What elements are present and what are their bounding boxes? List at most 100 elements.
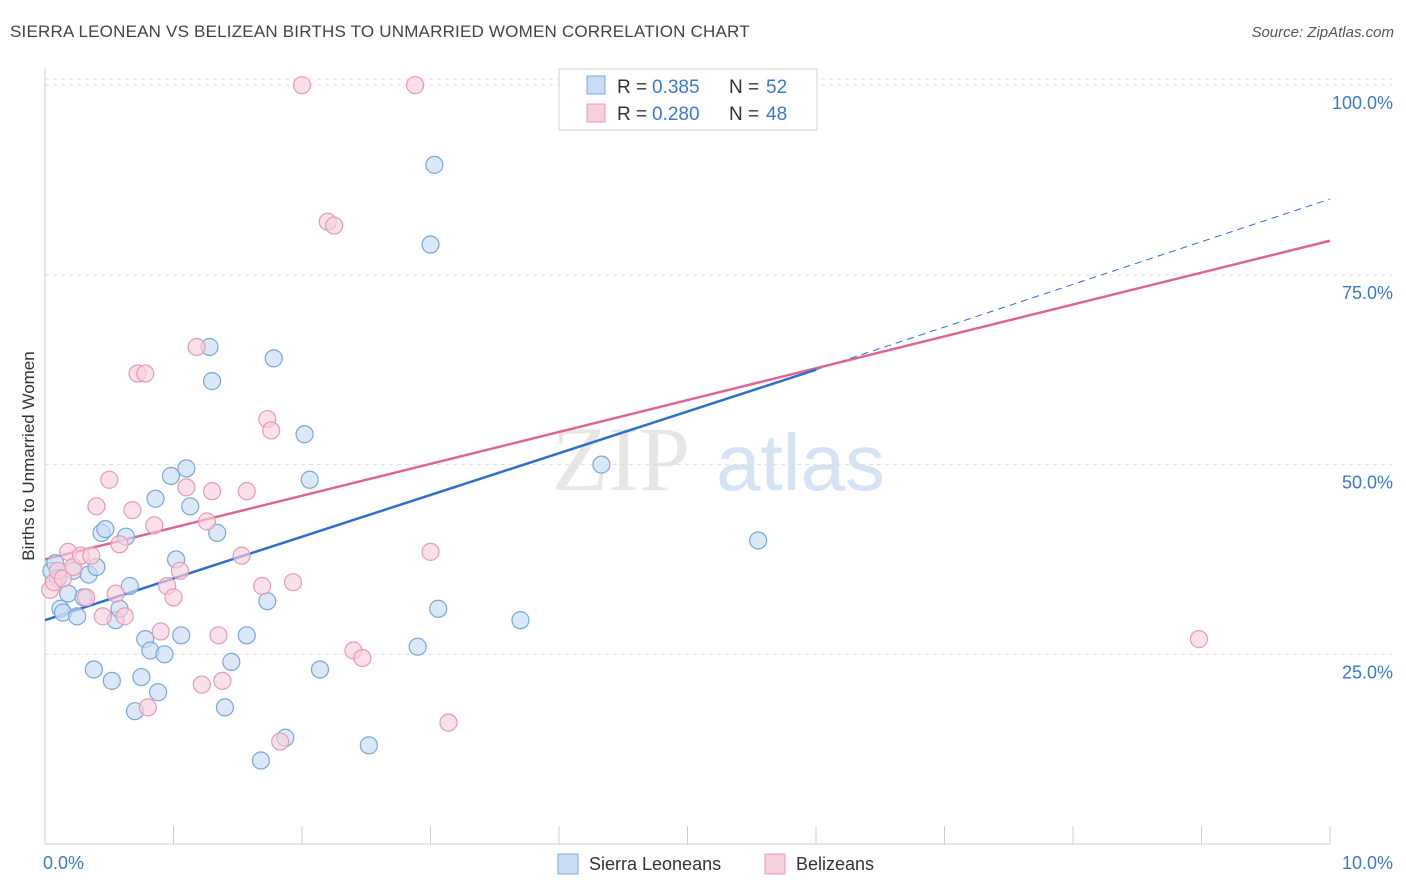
trend-lines [44, 198, 1331, 622]
y-tick-label: 100.0% [1332, 93, 1393, 113]
sierra-leonean-point [300, 470, 319, 489]
belizean-point [100, 470, 119, 489]
y-tick-label: 25.0% [1342, 662, 1393, 682]
y-axis-title: Births to Unmarried Women [19, 351, 38, 560]
axes [44, 68, 1331, 845]
belizean-point [405, 76, 425, 95]
sierra-leonean-point [237, 626, 256, 645]
belizean-point [77, 588, 96, 607]
belizean-point [53, 569, 73, 588]
legend-swatch-pink [586, 103, 606, 123]
chart-source: Source: ZipAtlas.com [1251, 24, 1394, 41]
sierra-leonean-point [359, 736, 378, 755]
sierra-leonean-point [215, 698, 234, 717]
series-legend: Sierra Leoneans Belizeans [557, 853, 874, 875]
belizean-point [283, 573, 303, 592]
belizean-point [439, 713, 458, 732]
watermark-zip: ZIP [552, 408, 690, 510]
belizean-point [421, 542, 440, 561]
legend-n-value-1: 52 [766, 77, 787, 98]
legend-r-value-1: 0.385 [652, 77, 700, 98]
x-tick-label-max: 10.0% [1342, 853, 1393, 873]
sierra-leonean-point [202, 372, 222, 391]
sierra-leonean-point [181, 497, 200, 516]
sierra-leonean-point [148, 683, 168, 702]
sierra-leonean-point [68, 607, 87, 626]
series-legend-label-2: Belizeans [796, 854, 874, 874]
belizean-point [202, 482, 222, 501]
belizean-point [145, 516, 164, 535]
belizean-point [271, 732, 290, 751]
belizean-point [187, 337, 206, 357]
tick-labels: 25.0% 50.0% 75.0% 100.0% 0.0% 10.0% [43, 93, 1393, 873]
legend-n-label-1: N = [729, 77, 759, 98]
sierra-leonean-point [146, 489, 165, 508]
sierra-leonean-point [429, 599, 448, 618]
series-legend-swatch-pink [764, 853, 786, 875]
belizean-point [353, 648, 372, 668]
sierra-leonean-point [295, 425, 314, 444]
legend-n-value-2: 48 [766, 104, 787, 125]
sierra-leonean-point [172, 626, 191, 645]
belizean-point [209, 626, 228, 645]
belizean-point [115, 607, 134, 626]
sierra-leonean-point [155, 645, 174, 664]
belizean-point [151, 622, 170, 641]
belizean-point [123, 501, 142, 520]
sierra-leonean-point [592, 455, 611, 474]
sierra-leonean-point [251, 751, 270, 770]
sierra-leonean-point [310, 660, 330, 679]
legend-swatch-blue [586, 75, 606, 95]
sierra-leonean-point [102, 671, 121, 690]
legend-r-label-2: R = [617, 104, 647, 125]
sierra-leonean-point [408, 637, 427, 656]
belizean-point [170, 561, 190, 580]
sierra-leonean-point [749, 531, 768, 550]
watermark-atlas: atlas [716, 418, 885, 507]
sierra-leonean-point [59, 584, 78, 603]
belizean-point [138, 698, 157, 717]
sierra-leonean-point [222, 652, 241, 671]
belizean-point [237, 482, 256, 501]
belizean-point [106, 584, 125, 603]
belizean-point [136, 364, 155, 383]
chart-title: SIERRA LEONEAN VS BELIZEAN BIRTHS TO UNM… [10, 22, 750, 41]
sierra-leonean-point [177, 459, 196, 478]
sierra-leonean-point [258, 592, 277, 611]
sierra-leonean-trend-line [44, 368, 817, 622]
sierra-leonean-point [264, 349, 283, 368]
y-tick-label: 75.0% [1342, 283, 1393, 303]
sierra-leonean-trend-extension [815, 198, 1331, 371]
grid-lines [45, 78, 1392, 655]
belizean-point [1189, 630, 1209, 649]
series-legend-swatch-blue [557, 853, 579, 875]
sierra-leonean-point [84, 660, 103, 679]
x-tick-label-min: 0.0% [43, 853, 84, 873]
correlation-legend: R = 0.385 N = 52 R = 0.280 N = 48 [558, 68, 818, 131]
sierra-leonean-point [132, 667, 151, 687]
belizean-point [87, 497, 106, 516]
belizean-point [253, 576, 272, 596]
belizean-point [82, 546, 101, 565]
belizean-point [177, 478, 196, 497]
legend-r-label-1: R = [617, 77, 647, 98]
belizean-point [192, 675, 211, 694]
sierra-leonean-point [120, 576, 139, 596]
sierra-leonean-point [425, 155, 444, 174]
belizean-point [197, 512, 217, 531]
data-points [41, 76, 1209, 770]
belizean-trend-line [44, 239, 1331, 561]
belizean-point [232, 546, 251, 565]
sierra-leonean-point [421, 235, 440, 254]
sierra-leonean-point [208, 523, 227, 542]
sierra-leonean-point [161, 466, 181, 486]
belizean-point [325, 216, 344, 235]
belizean-point [93, 607, 112, 626]
belizean-point [262, 421, 281, 440]
sierra-leonean-point [96, 519, 115, 539]
belizean-point [110, 535, 129, 554]
belizean-point [164, 588, 183, 607]
sierra-leonean-point [511, 611, 530, 630]
belizean-point [292, 76, 312, 95]
